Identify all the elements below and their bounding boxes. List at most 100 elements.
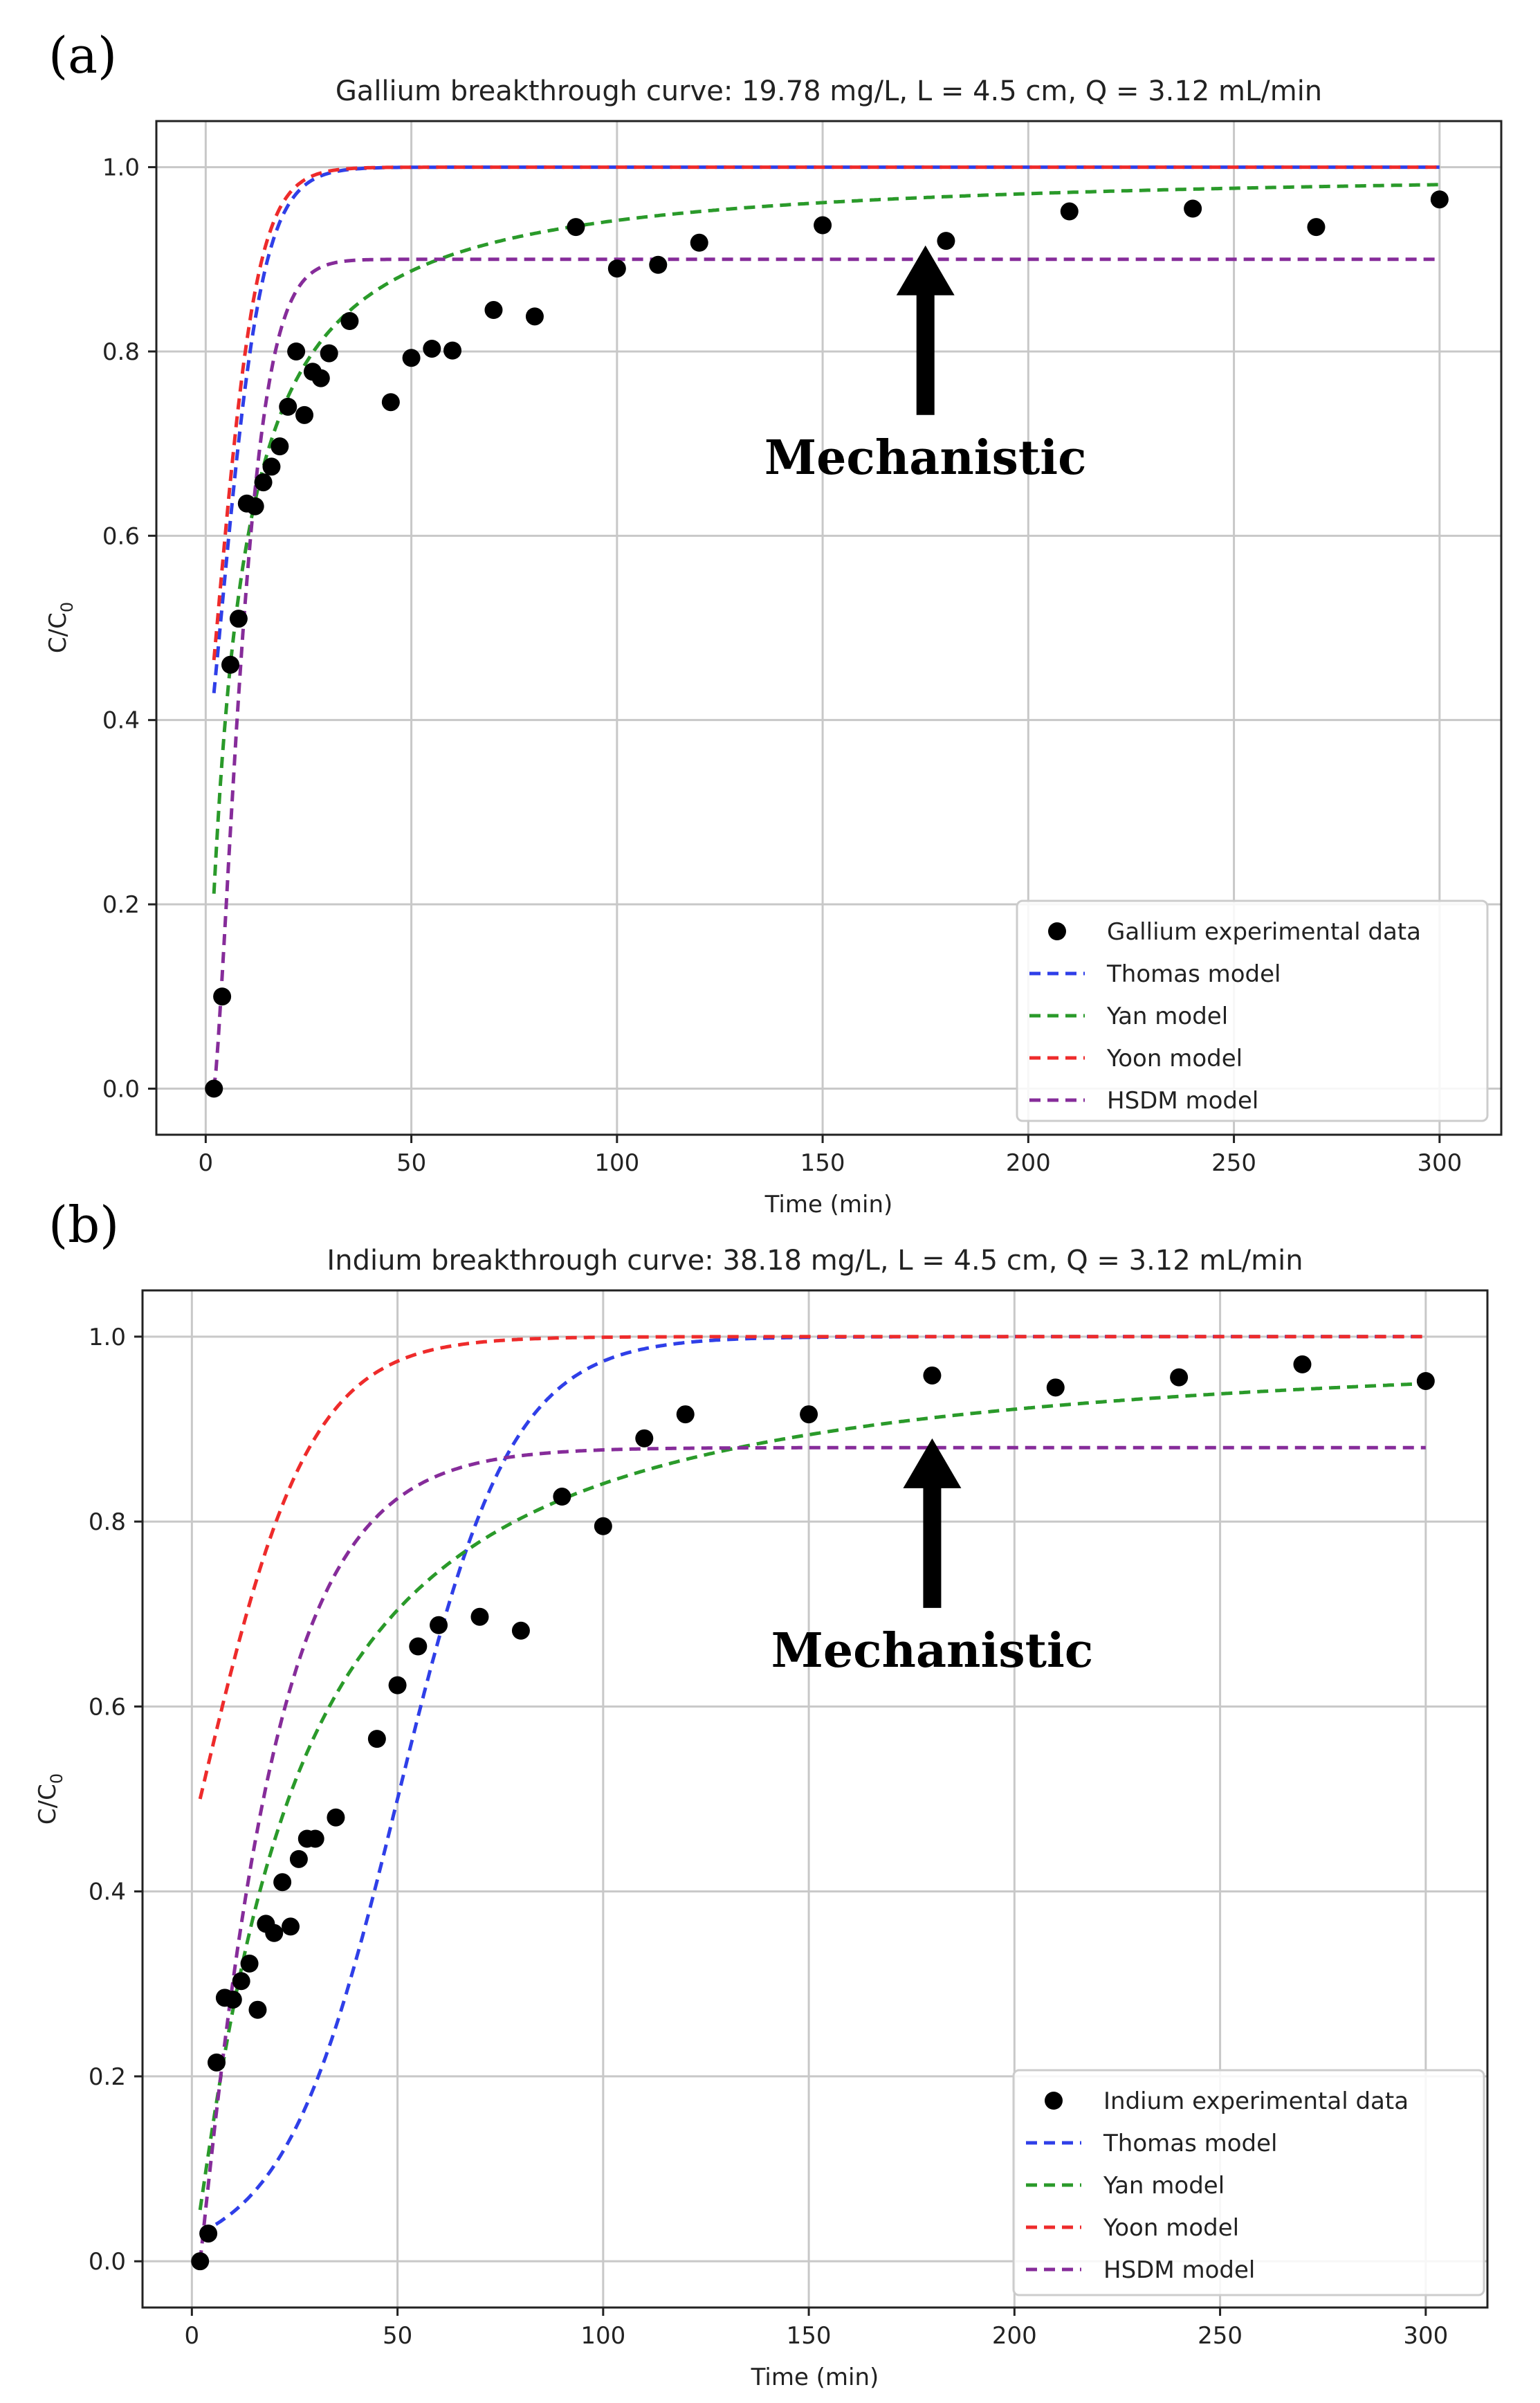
panel-b: (b) Indium breakthrough curve: 38.18 mg/… (34, 1196, 1489, 2391)
x-axis-label-b: Time (min) (751, 2364, 879, 2391)
y-tick-label-b: 0.8 (89, 1508, 126, 1536)
experimental-point-b (800, 1405, 818, 1424)
legend-marker-experimental-a (1048, 922, 1066, 940)
experimental-point-b (430, 1616, 448, 1634)
legend-label-yan-model-a: Yan model (1106, 1003, 1228, 1030)
yan-model-curve-b (198, 1382, 1426, 2211)
yan-model-curve-a (212, 183, 1440, 894)
experimental-point-a (221, 655, 240, 674)
experimental-point-b (223, 1990, 242, 2009)
x-tick-label-a: 200 (1006, 1149, 1051, 1177)
experimental-point-a (443, 341, 462, 360)
experimental-point-b (367, 1730, 386, 1748)
y-tick-label-b: 0.0 (89, 2248, 126, 2276)
legend-label-hsdm-model-a: HSDM model (1107, 1087, 1258, 1115)
legend-b: Indium experimental data Thomas model Yan … (1012, 2069, 1485, 2296)
experimental-point-b (240, 1954, 259, 1973)
experimental-point-b (306, 1829, 324, 1848)
y-tick-label-a: 0.4 (102, 707, 140, 735)
experimental-point-a (484, 301, 503, 320)
experimental-point-a (525, 307, 544, 326)
experimental-point-a (311, 369, 330, 387)
experimental-point-a (340, 312, 359, 331)
y-tick-label-a: 0.6 (102, 522, 140, 550)
panel-label-b: (b) (48, 1196, 119, 1254)
legend-box-b (1012, 2069, 1485, 2296)
experimental-point-a (262, 457, 281, 476)
y-tick-label-b: 1.0 (89, 1324, 126, 1351)
experimental-point-b (248, 2000, 267, 2019)
legend-label-experimental-b: Indium experimental data (1103, 2087, 1409, 2115)
x-ticks-a: 0 50 100 150 200 250 300 (199, 1135, 1462, 1177)
y-tick-label-a: 0.0 (102, 1075, 140, 1103)
legend-label-yan-model-b: Yan model (1103, 2172, 1225, 2200)
annotation-text-b: Mechanistic (771, 1623, 1094, 1679)
experimental-point-a (567, 218, 585, 237)
y-axis-label-sub-a: 0 (57, 602, 77, 612)
annotation-text-a: Mechanistic (764, 430, 1087, 486)
model-curves-a (212, 165, 1440, 1089)
y-ticks-b: 0.0 0.2 0.4 0.6 0.8 1.0 (89, 1324, 143, 2276)
chart-title-b: Indium breakthrough curve: 38.18 mg/L, L… (327, 1245, 1303, 1277)
legend-label-hsdm-model-b: HSDM model (1103, 2256, 1255, 2284)
experimental-point-a (1307, 218, 1326, 237)
legend-label-yoon-model-b: Yoon model (1103, 2214, 1239, 2242)
experimental-point-a (213, 987, 232, 1006)
x-tick-label-a: 100 (594, 1149, 639, 1177)
plot-frame-a (155, 120, 1503, 1136)
x-tick-label-b: 150 (787, 2322, 832, 2350)
y-axis-label-sub-b: 0 (47, 1773, 66, 1784)
experimental-point-b (282, 1917, 300, 1936)
experimental-point-a (690, 233, 708, 252)
experimental-point-b (923, 1366, 942, 1385)
x-tick-label-a: 250 (1211, 1149, 1256, 1177)
y-axis-label-b: C/C0 (34, 1773, 66, 1825)
experimental-point-a (402, 349, 421, 367)
plot-frame-b (141, 1289, 1489, 2309)
experimental-point-b (409, 1637, 428, 1656)
experimental-point-b (208, 2053, 226, 2072)
experimental-point-a (205, 1079, 223, 1098)
experimental-point-a (279, 397, 297, 416)
chart-title-a: Gallium breakthrough curve: 19.78 mg/L, … (336, 75, 1322, 107)
hsdm-model-curve-a (212, 257, 1440, 1089)
experimental-point-b (265, 1924, 284, 1942)
x-ticks-b: 0 50 100 150 200 250 300 (185, 2308, 1448, 2350)
experimental-point-a (937, 232, 955, 250)
experimental-point-b (191, 2252, 210, 2271)
legend-box-a (1016, 899, 1489, 1122)
y-tick-label-b: 0.2 (89, 2063, 126, 2091)
experimental-point-a (381, 393, 400, 412)
legend-label-experimental-a: Gallium experimental data (1107, 918, 1421, 946)
experimental-point-b (1046, 1378, 1065, 1397)
y-tick-label-b: 0.6 (89, 1693, 126, 1721)
experimental-point-b (1416, 1371, 1435, 1390)
experimental-point-a (320, 344, 338, 363)
experimental-point-b (327, 1808, 345, 1827)
experimental-point-b (1170, 1368, 1189, 1387)
experimental-point-a (295, 405, 314, 424)
legend-label-thomas-model-b: Thomas model (1103, 2130, 1277, 2157)
x-tick-label-b: 100 (580, 2322, 625, 2350)
annotation-b: Mechanistic (771, 1438, 1094, 1679)
y-axis-label-a: C/C0 (44, 602, 77, 653)
x-tick-label-b: 300 (1403, 2322, 1448, 2350)
experimental-point-a (254, 473, 273, 492)
y-tick-label-a: 0.8 (102, 338, 140, 366)
x-tick-label-b: 200 (992, 2322, 1037, 2350)
experimental-point-b (470, 1607, 489, 1626)
y-tick-label-b: 0.4 (89, 1879, 126, 1906)
x-tick-label-a: 150 (800, 1149, 845, 1177)
annotation-a: Mechanistic (764, 245, 1087, 486)
experimental-point-b (676, 1405, 695, 1424)
experimental-point-a (1184, 199, 1202, 218)
annotation-arrow-head-a (896, 245, 955, 295)
experimental-point-a (229, 610, 248, 628)
hsdm-model-curve-b (198, 1445, 1426, 2262)
x-axis-label-a: Time (min) (764, 1191, 893, 1218)
experimental-point-a (271, 437, 289, 456)
experimental-point-b (199, 2224, 218, 2243)
y-axis-label-main-a: C/C (44, 612, 72, 653)
x-tick-label-b: 50 (383, 2322, 412, 2350)
